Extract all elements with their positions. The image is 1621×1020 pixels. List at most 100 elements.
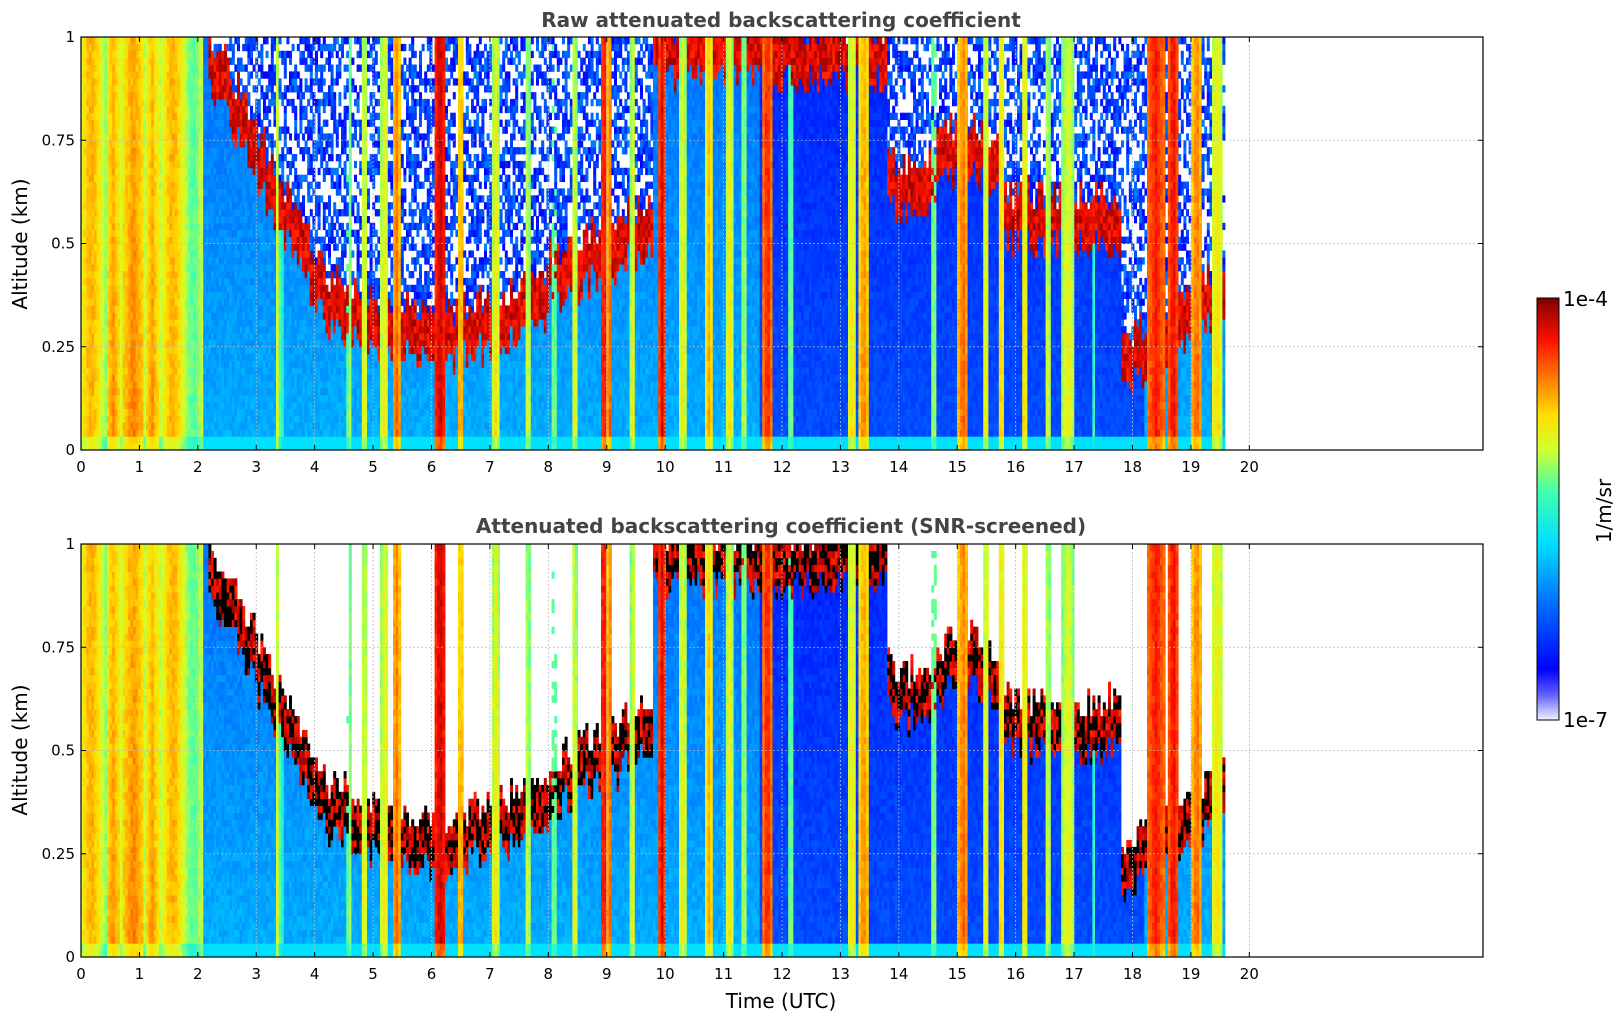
- heatmap-cell: [91, 333, 94, 340]
- heatmap-cell: [110, 250, 113, 257]
- heatmap-cell: [112, 65, 115, 72]
- heatmap-cell: [104, 381, 107, 388]
- heatmap-cell: [110, 361, 113, 368]
- heatmap-cell: [91, 195, 94, 202]
- heatmap-cell: [107, 175, 110, 182]
- heatmap-cell: [117, 106, 120, 113]
- heatmap-cell: [110, 44, 113, 51]
- heatmap-cell: [115, 216, 118, 223]
- heatmap-cell: [110, 230, 113, 237]
- heatmap-cell: [91, 58, 94, 65]
- heatmap-cell: [104, 409, 107, 416]
- heatmap-cell: [99, 264, 102, 271]
- heatmap-cell: [107, 285, 110, 292]
- heatmap-cell: [94, 409, 97, 416]
- heatmap-cell: [112, 278, 115, 285]
- heatmap-cell: [115, 65, 118, 72]
- heatmap-cell: [97, 443, 100, 450]
- heatmap-cell: [107, 37, 110, 44]
- heatmap-cell: [99, 154, 102, 161]
- heatmap-cell: [120, 333, 123, 340]
- heatmap-cell: [123, 409, 126, 416]
- heatmap-cell: [110, 436, 113, 443]
- heatmap-cell: [91, 133, 94, 140]
- heatmap-cell: [89, 127, 92, 134]
- heatmap-cell: [112, 71, 115, 78]
- heatmap-cell: [123, 326, 126, 333]
- heatmap-cell: [123, 257, 126, 264]
- heatmap-cell: [110, 133, 113, 140]
- heatmap-cell: [110, 195, 113, 202]
- heatmap-cell: [99, 347, 102, 354]
- heatmap-cell: [84, 319, 87, 326]
- heatmap-cell: [104, 161, 107, 168]
- heatmap-cell: [86, 188, 89, 195]
- heatmap-cell: [110, 175, 113, 182]
- heatmap-cell: [112, 99, 115, 106]
- heatmap-cell: [123, 237, 126, 244]
- heatmap-cell: [102, 182, 105, 189]
- heatmap-cell: [104, 388, 107, 395]
- heatmap-cell: [115, 257, 118, 264]
- heatmap-cell: [89, 416, 92, 423]
- heatmap-cell: [84, 37, 87, 44]
- heatmap-cell: [120, 223, 123, 230]
- heatmap-cell: [120, 37, 123, 44]
- heatmap-cell: [115, 182, 118, 189]
- heatmap-cell: [89, 340, 92, 347]
- heatmap-cell: [94, 209, 97, 216]
- heatmap-cell: [112, 51, 115, 58]
- heatmap-cell: [102, 216, 105, 223]
- heatmap-cell: [94, 347, 97, 354]
- heatmap-cell: [117, 333, 120, 340]
- heatmap-cell: [84, 278, 87, 285]
- heatmap-cell: [112, 395, 115, 402]
- heatmap-cell: [94, 443, 97, 450]
- heatmap-cell: [91, 85, 94, 92]
- heatmap-cell: [91, 71, 94, 78]
- heatmap-cell: [102, 147, 105, 154]
- heatmap-cell: [86, 216, 89, 223]
- heatmap-cell: [86, 257, 89, 264]
- heatmap-cell: [102, 230, 105, 237]
- heatmap-cell: [120, 113, 123, 120]
- heatmap-cell: [89, 250, 92, 257]
- heatmap-cell: [117, 154, 120, 161]
- heatmap-cell: [84, 216, 87, 223]
- heatmap-cell: [117, 195, 120, 202]
- heatmap-cell: [115, 319, 118, 326]
- heatmap-cell: [102, 133, 105, 140]
- heatmap-cell: [107, 51, 110, 58]
- heatmap-cell: [84, 423, 87, 430]
- heatmap-cell: [99, 416, 102, 423]
- heatmap-cell: [89, 182, 92, 189]
- heatmap-cell: [123, 182, 126, 189]
- heatmap-cell: [107, 71, 110, 78]
- heatmap-cell: [102, 443, 105, 450]
- heatmap-cell: [107, 354, 110, 361]
- heatmap-cell: [91, 278, 94, 285]
- heatmap-cell: [104, 402, 107, 409]
- heatmap-cell: [97, 99, 100, 106]
- heatmap-cell: [120, 147, 123, 154]
- heatmap-cell: [110, 333, 113, 340]
- heatmap-cell: [102, 120, 105, 127]
- heatmap-cell: [86, 264, 89, 271]
- heatmap-cell: [91, 99, 94, 106]
- heatmap-cell: [97, 347, 100, 354]
- heatmap-cell: [110, 388, 113, 395]
- heatmap-cell: [110, 209, 113, 216]
- heatmap-cell: [102, 326, 105, 333]
- heatmap-cell: [112, 374, 115, 381]
- heatmap-cell: [89, 367, 92, 374]
- heatmap-cell: [107, 223, 110, 230]
- heatmap-cell: [115, 416, 118, 423]
- heatmap-cell: [117, 188, 120, 195]
- heatmap-cell: [112, 106, 115, 113]
- heatmap-cell: [89, 312, 92, 319]
- heatmap-cell: [117, 354, 120, 361]
- heatmap-cell: [84, 78, 87, 85]
- heatmap-cell: [89, 154, 92, 161]
- heatmap-cell: [104, 182, 107, 189]
- heatmap-cell: [102, 237, 105, 244]
